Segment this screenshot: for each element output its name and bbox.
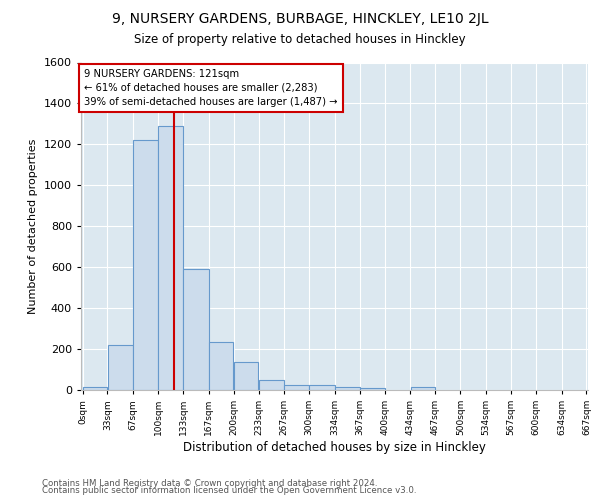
Text: Contains public sector information licensed under the Open Government Licence v3: Contains public sector information licen…	[42, 486, 416, 495]
X-axis label: Distribution of detached houses by size in Hinckley: Distribution of detached houses by size …	[183, 441, 486, 454]
Bar	[107, 345, 133, 390]
Text: Size of property relative to detached houses in Hinckley: Size of property relative to detached ho…	[134, 32, 466, 46]
Bar	[234, 362, 259, 390]
Text: 9 NURSERY GARDENS: 121sqm
← 61% of detached houses are smaller (2,283)
39% of se: 9 NURSERY GARDENS: 121sqm ← 61% of detac…	[84, 68, 338, 106]
Bar	[310, 385, 335, 390]
Bar	[410, 387, 435, 390]
Bar	[259, 380, 284, 390]
Bar	[133, 140, 158, 390]
Text: Contains HM Land Registry data © Crown copyright and database right 2024.: Contains HM Land Registry data © Crown c…	[42, 478, 377, 488]
Bar	[158, 126, 183, 390]
Bar	[284, 385, 309, 390]
Bar	[360, 388, 385, 390]
Y-axis label: Number of detached properties: Number of detached properties	[28, 138, 38, 314]
Bar	[183, 269, 209, 390]
Bar	[209, 342, 233, 390]
Text: 9, NURSERY GARDENS, BURBAGE, HINCKLEY, LE10 2JL: 9, NURSERY GARDENS, BURBAGE, HINCKLEY, L…	[112, 12, 488, 26]
Bar	[335, 387, 359, 390]
Bar	[83, 387, 107, 390]
